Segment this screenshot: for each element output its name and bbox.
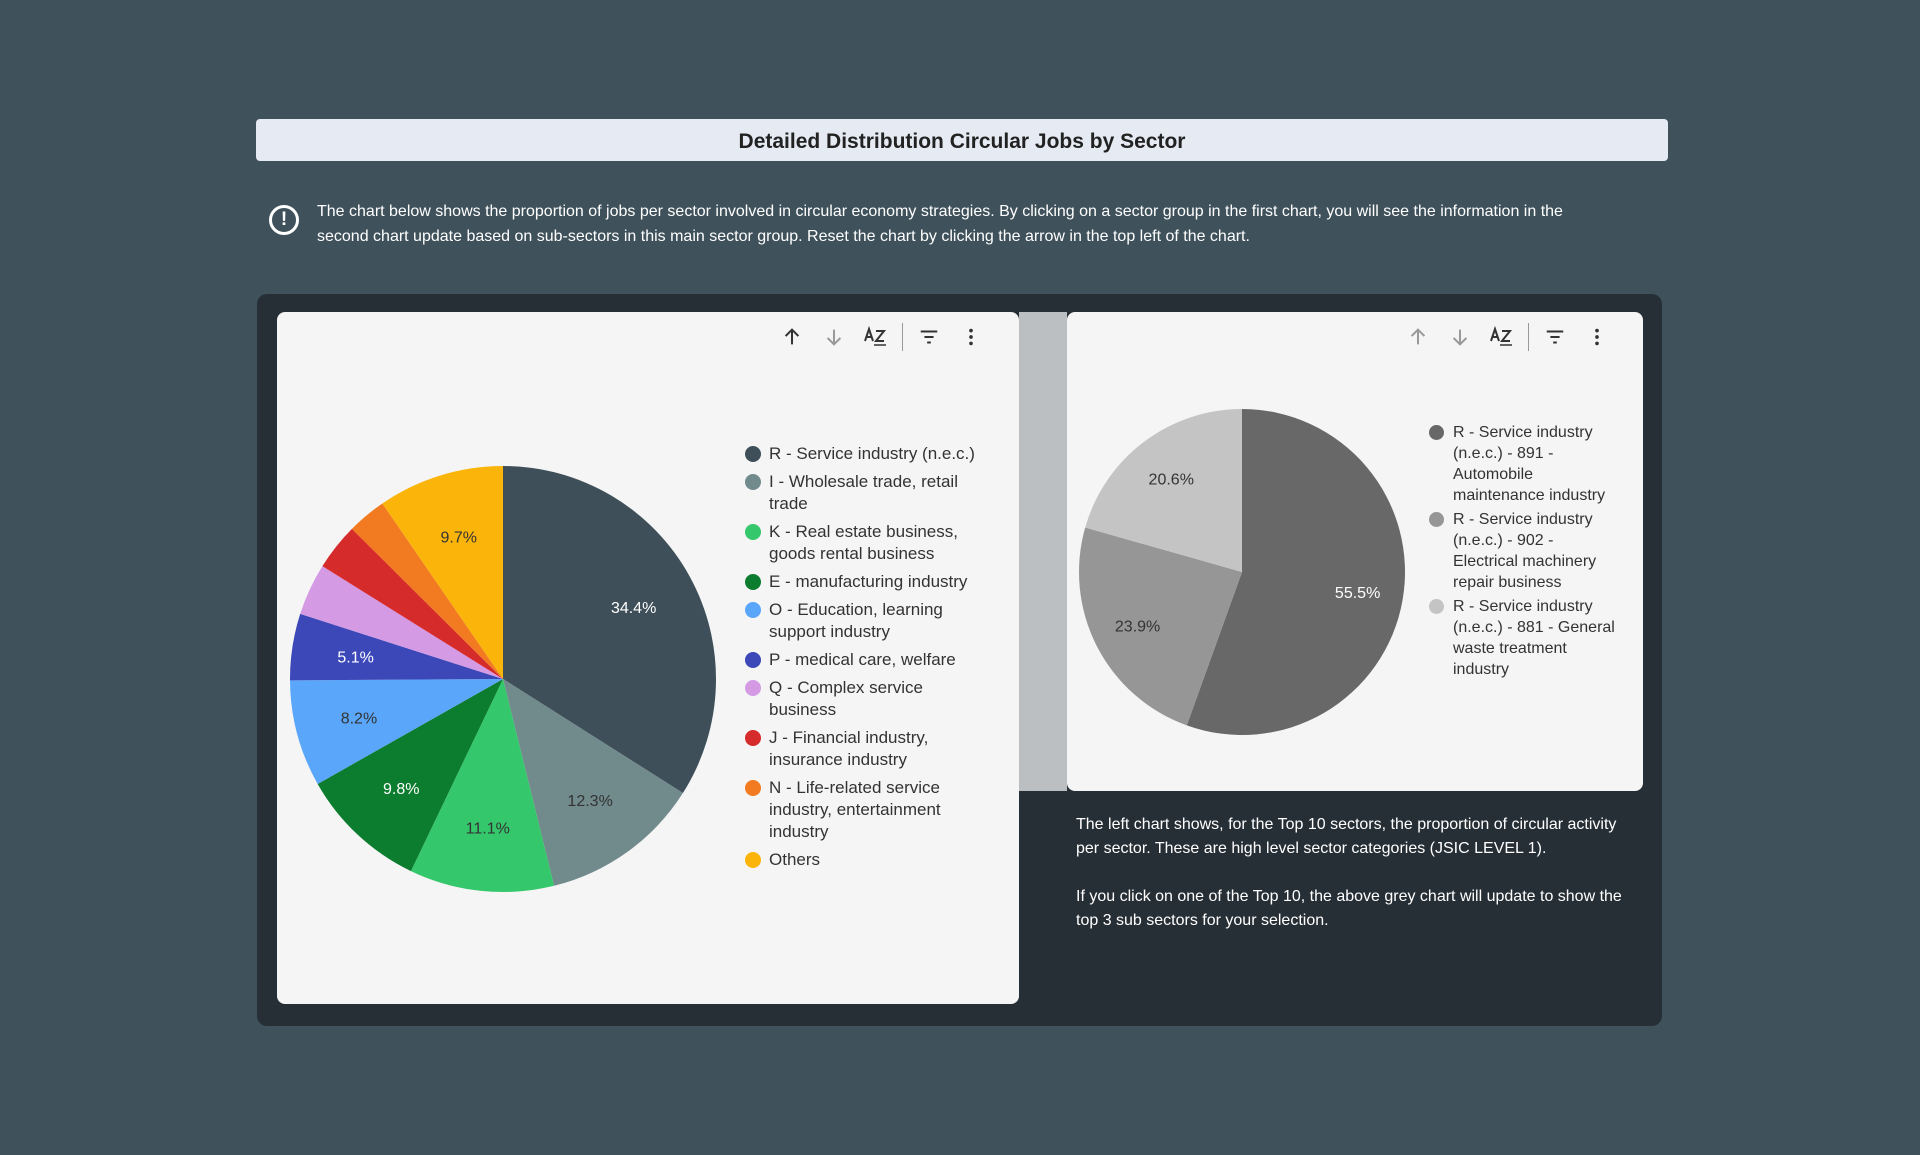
legend-swatch xyxy=(745,680,761,696)
pie-slice[interactable] xyxy=(1079,527,1242,726)
legend-swatch xyxy=(745,446,761,462)
legend-item[interactable]: E - manufacturing industry xyxy=(745,571,985,593)
legend-item[interactable]: J - Financial industry, insurance indust… xyxy=(745,727,985,771)
toolbar-separator xyxy=(1528,323,1529,351)
legend-item[interactable]: N - Life-related service industry, enter… xyxy=(745,777,985,843)
legend-label: J - Financial industry, insurance indust… xyxy=(769,728,929,769)
legend-label: N - Life-related service industry, enter… xyxy=(769,778,941,841)
legend-item[interactable]: O - Education, learning support industry xyxy=(745,599,985,643)
subsector-pie-chart[interactable]: 55.5% 23.9% 20.6% xyxy=(1067,312,1643,791)
info-text: The chart below shows the proportion of … xyxy=(317,203,1563,245)
pie-slice[interactable] xyxy=(382,466,503,679)
legend-label: Others xyxy=(769,850,821,869)
legend-label: I - Wholesale trade, retail trade xyxy=(769,472,958,513)
note-paragraph-2: If you click on one of the Top 10, the a… xyxy=(1076,888,1622,929)
legend-item[interactable]: R - Service industry (n.e.c.) - 891 - Au… xyxy=(1429,422,1619,506)
note-paragraph-1: The left chart shows, for the Top 10 sec… xyxy=(1076,816,1617,857)
pie-slice[interactable] xyxy=(503,466,716,794)
more-vert-icon[interactable] xyxy=(1576,320,1618,354)
pie-slice[interactable] xyxy=(317,679,503,872)
legend-label: R - Service industry (n.e.c.) - 902 - El… xyxy=(1453,511,1597,591)
pie-slice[interactable] xyxy=(410,679,555,892)
arrow-down-icon[interactable] xyxy=(813,320,855,354)
pie-slice[interactable] xyxy=(290,613,503,681)
legend-swatch xyxy=(1429,425,1444,440)
slice-label: 5.1% xyxy=(337,649,373,666)
slice-label: 34.4% xyxy=(611,600,656,617)
subsector-chart-card[interactable]: 55.5% 23.9% 20.6% R - Service industry (n.… xyxy=(1067,312,1643,791)
legend-label: O - Education, learning support industry xyxy=(769,600,943,641)
subsector-legend: R - Service industry (n.e.c.) - 891 - Au… xyxy=(1429,422,1619,683)
sort-az-icon[interactable] xyxy=(855,320,897,354)
arrow-up-icon[interactable] xyxy=(1397,320,1439,354)
sector-chart-card[interactable]: 34.4% 12.3% 11.1% 9.8% 8.2% 5.1% 9.7% R - Serv… xyxy=(277,312,1019,1004)
legend-label: K - Real estate business, goods rental b… xyxy=(769,522,958,563)
legend-item[interactable]: Q - Complex service business xyxy=(745,677,985,721)
legend-label: R - Service industry (n.e.c.) xyxy=(769,444,975,463)
pie-slice[interactable] xyxy=(290,679,503,784)
filter-icon[interactable] xyxy=(908,320,950,354)
toolbar-separator xyxy=(902,323,903,351)
slice-label: 9.8% xyxy=(383,781,419,798)
chart-toolbar xyxy=(771,320,992,354)
sector-legend: R - Service industry (n.e.c.) I - Wholesa… xyxy=(745,443,985,877)
sort-az-icon[interactable] xyxy=(1481,320,1523,354)
slice-label: 9.7% xyxy=(441,530,477,547)
slice-label: 11.1% xyxy=(466,820,510,837)
legend-swatch xyxy=(745,474,761,490)
legend-item[interactable]: K - Real estate business, goods rental b… xyxy=(745,521,985,565)
pie-slice[interactable] xyxy=(322,528,503,679)
legend-label: P - medical care, welfare xyxy=(769,650,956,669)
legend-item[interactable]: P - medical care, welfare xyxy=(745,649,985,671)
legend-swatch xyxy=(745,524,761,540)
legend-swatch xyxy=(745,852,761,868)
legend-label: R - Service industry (n.e.c.) - 881 - Ge… xyxy=(1453,598,1615,678)
pie-slice[interactable] xyxy=(1186,409,1406,735)
page-title: Detailed Distribution Circular Jobs by S… xyxy=(738,130,1186,153)
legend-swatch xyxy=(745,652,761,668)
legend-item[interactable]: R - Service industry (n.e.c.) xyxy=(745,443,985,465)
legend-swatch xyxy=(745,602,761,618)
chart-toolbar xyxy=(1397,320,1618,354)
legend-swatch xyxy=(1429,599,1444,614)
slice-label: 55.5% xyxy=(1335,585,1380,602)
exclamation-circle-icon: ! xyxy=(269,205,299,235)
legend-swatch xyxy=(1429,512,1444,527)
legend-swatch xyxy=(745,574,761,590)
filter-icon[interactable] xyxy=(1534,320,1576,354)
pie-slice[interactable] xyxy=(300,566,503,679)
legend-item[interactable]: I - Wholesale trade, retail trade xyxy=(745,471,985,515)
slice-label: 23.9% xyxy=(1115,619,1160,636)
legend-swatch xyxy=(745,730,761,746)
arrow-down-icon[interactable] xyxy=(1439,320,1481,354)
slice-label: 12.3% xyxy=(567,793,612,810)
pie-slice[interactable] xyxy=(503,679,683,886)
chart-note: The left chart shows, for the Top 10 sec… xyxy=(1076,813,1636,957)
pie-slice[interactable] xyxy=(351,503,503,679)
arrow-up-icon[interactable] xyxy=(771,320,813,354)
legend-item[interactable]: R - Service industry (n.e.c.) - 902 - El… xyxy=(1429,509,1619,593)
legend-item[interactable]: Others xyxy=(745,849,985,871)
title-bar: Detailed Distribution Circular Jobs by S… xyxy=(256,119,1668,161)
sector-pie-chart[interactable]: 34.4% 12.3% 11.1% 9.8% 8.2% 5.1% 9.7% xyxy=(277,312,1019,1004)
legend-label: R - Service industry (n.e.c.) - 891 - Au… xyxy=(1453,424,1606,504)
slice-label: 8.2% xyxy=(341,710,377,727)
slice-label: 20.6% xyxy=(1149,471,1194,488)
more-vert-icon[interactable] xyxy=(950,320,992,354)
chart-divider-strip xyxy=(1019,312,1067,791)
legend-label: Q - Complex service business xyxy=(769,678,923,719)
legend-item[interactable]: R - Service industry (n.e.c.) - 881 - Ge… xyxy=(1429,596,1619,680)
legend-label: E - manufacturing industry xyxy=(769,572,968,591)
pie-slice[interactable] xyxy=(1085,409,1242,572)
legend-swatch xyxy=(745,780,761,796)
